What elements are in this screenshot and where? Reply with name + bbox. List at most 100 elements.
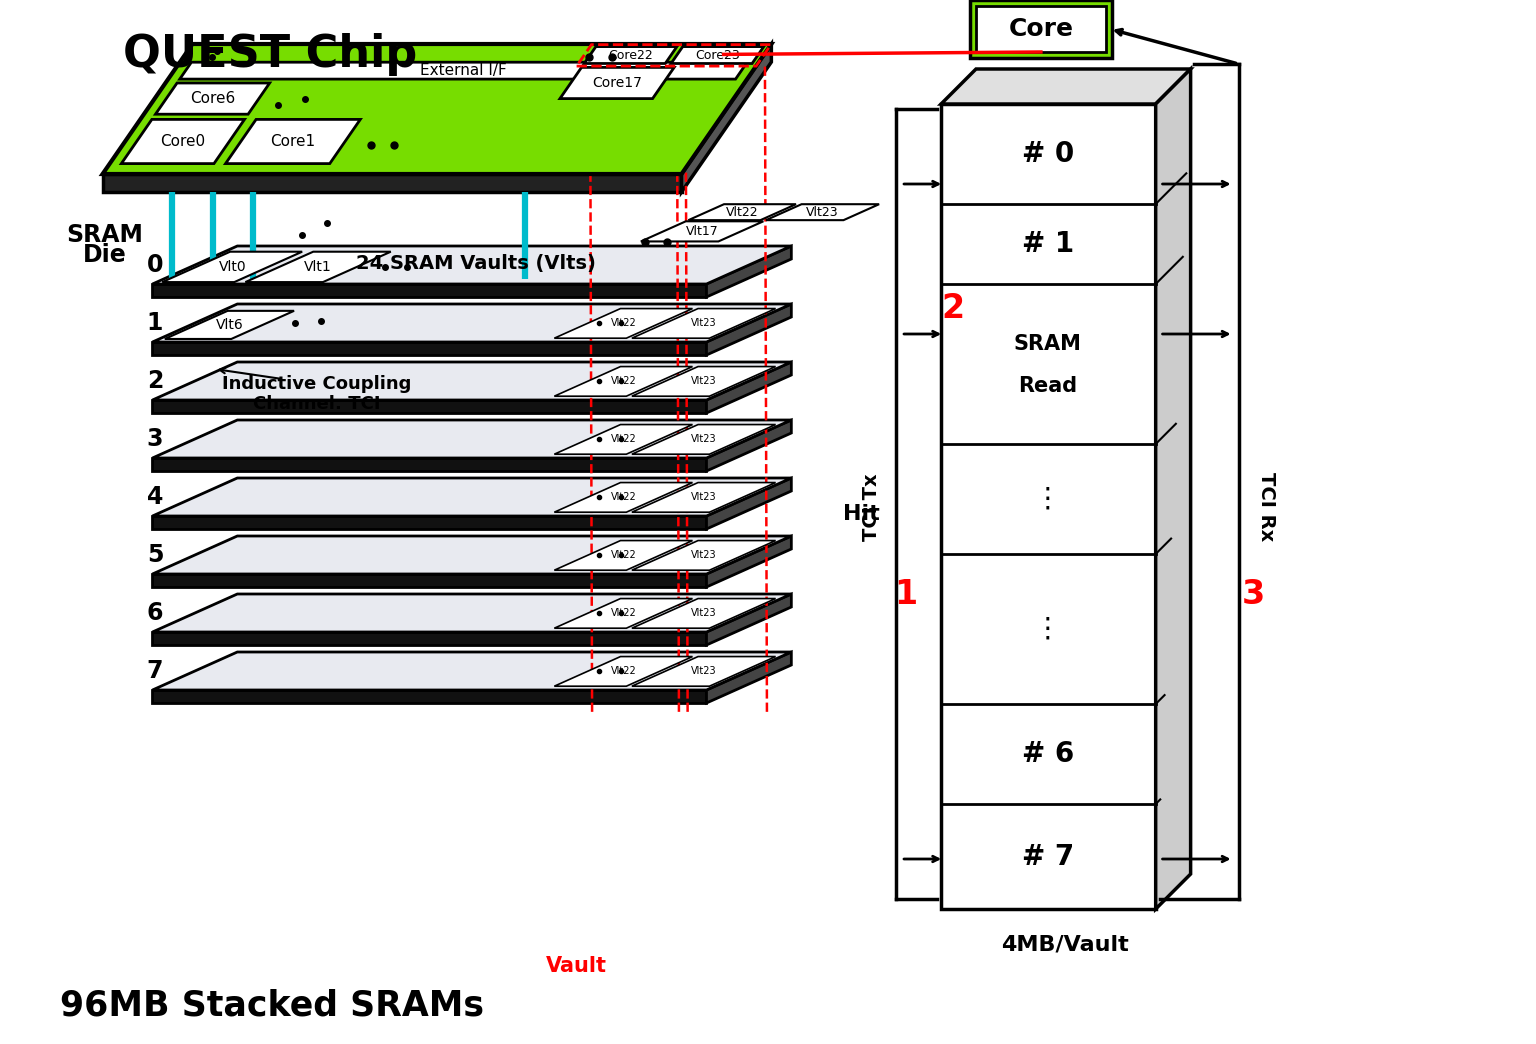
Text: Vlt22: Vlt22 [610,318,636,329]
Polygon shape [152,652,791,690]
Text: TCI Rx: TCI Rx [1256,472,1276,542]
Polygon shape [631,541,776,570]
Text: Hit: Hit [843,504,880,524]
Polygon shape [103,174,682,192]
Text: 1: 1 [147,311,163,335]
Polygon shape [631,425,776,454]
Text: 3: 3 [1243,577,1266,611]
Text: ⋮: ⋮ [1034,615,1061,643]
Polygon shape [631,366,776,397]
Polygon shape [942,69,1190,104]
Polygon shape [152,594,791,632]
Text: Vlt23: Vlt23 [691,666,717,677]
Text: Vlt22: Vlt22 [610,377,636,386]
Polygon shape [971,0,1112,58]
Text: QUEST Chip: QUEST Chip [123,32,416,75]
Text: 1: 1 [894,577,917,611]
Polygon shape [975,6,1106,52]
Text: Vlt0: Vlt0 [218,260,246,274]
Polygon shape [688,205,796,220]
Text: 0: 0 [147,253,163,277]
Text: Vlt1: Vlt1 [304,260,332,274]
Polygon shape [671,47,763,64]
Polygon shape [707,304,791,355]
Polygon shape [152,574,707,587]
Text: Core22: Core22 [608,49,653,62]
Polygon shape [152,516,707,529]
Polygon shape [103,44,771,174]
Polygon shape [152,400,707,413]
Polygon shape [152,284,707,296]
Text: Vault: Vault [547,956,607,976]
Polygon shape [152,458,707,471]
Text: Vlt22: Vlt22 [610,609,636,618]
Text: 24 SRAM Vaults (Vlts): 24 SRAM Vaults (Vlts) [356,254,596,272]
Polygon shape [707,420,791,471]
Polygon shape [766,205,879,220]
Polygon shape [180,63,746,79]
Polygon shape [707,478,791,529]
Text: 3: 3 [147,427,163,451]
Text: Vlt23: Vlt23 [691,609,717,618]
Polygon shape [707,536,791,587]
Polygon shape [152,536,791,574]
Text: 5: 5 [147,543,163,567]
Polygon shape [554,482,693,513]
Text: 2: 2 [147,369,163,393]
Polygon shape [707,594,791,645]
Text: Vlt23: Vlt23 [691,493,717,502]
Text: 96MB Stacked SRAMs: 96MB Stacked SRAMs [60,989,484,1023]
Text: 6: 6 [147,601,163,625]
Polygon shape [631,482,776,513]
Polygon shape [682,44,771,192]
Polygon shape [707,652,791,703]
Polygon shape [226,119,361,164]
Polygon shape [1155,69,1190,909]
Text: Vlt22: Vlt22 [610,666,636,677]
Text: # 0: # 0 [1021,140,1074,168]
Text: 7: 7 [147,659,163,683]
Text: ⋮: ⋮ [1034,485,1061,513]
Polygon shape [554,657,693,686]
Polygon shape [641,221,763,241]
Polygon shape [164,311,293,339]
Text: Vlt22: Vlt22 [610,550,636,561]
Text: Vlt23: Vlt23 [691,377,717,386]
Polygon shape [707,362,791,413]
Text: Vlt23: Vlt23 [806,206,839,218]
Text: Vlt22: Vlt22 [727,206,759,218]
Polygon shape [152,342,707,355]
Polygon shape [631,657,776,686]
Text: Vlt23: Vlt23 [691,318,717,329]
Polygon shape [942,104,1155,909]
Polygon shape [554,309,693,338]
Text: # 7: # 7 [1021,843,1074,871]
Text: 2: 2 [942,292,965,326]
Text: TCI Tx: TCI Tx [862,473,880,541]
Polygon shape [152,304,791,342]
Polygon shape [152,420,791,458]
Polygon shape [121,119,244,164]
Text: Core23: Core23 [696,49,740,62]
Text: Core17: Core17 [591,76,642,90]
Text: Core0: Core0 [160,134,206,149]
Text: # 6: # 6 [1021,740,1074,768]
Polygon shape [631,309,776,338]
Polygon shape [554,366,693,397]
Polygon shape [152,690,707,703]
Polygon shape [163,252,303,282]
Text: 4MB/Vault: 4MB/Vault [1001,934,1129,954]
Polygon shape [554,425,693,454]
Text: Vlt22: Vlt22 [610,493,636,502]
Text: Die: Die [83,243,127,267]
Polygon shape [707,246,791,296]
Polygon shape [152,362,791,400]
Polygon shape [584,47,677,64]
Polygon shape [152,632,707,645]
Text: SRAM: SRAM [66,223,143,247]
Text: Vlt23: Vlt23 [691,434,717,445]
Polygon shape [246,252,390,282]
Text: Vlt23: Vlt23 [691,550,717,561]
Polygon shape [631,598,776,628]
Text: Inductive Coupling
Channel: TCI: Inductive Coupling Channel: TCI [223,375,412,413]
